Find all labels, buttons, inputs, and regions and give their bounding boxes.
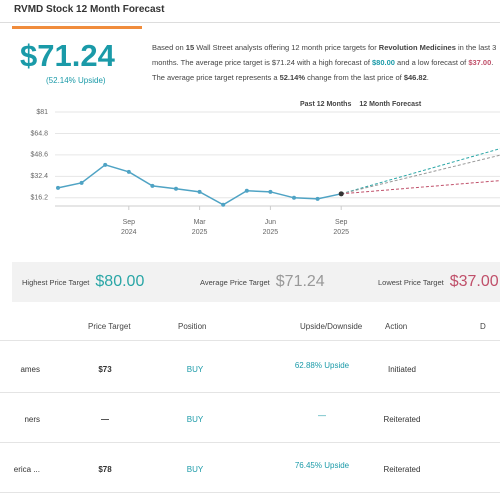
target-box: Highest Price Target $80.00 (22, 262, 144, 302)
table-cell: Reiterated (383, 415, 421, 424)
price-point (315, 196, 320, 201)
price-point (221, 202, 226, 207)
y-tick-label: $16.2 (30, 195, 48, 202)
legend: Past 12 Months 12 Month Forecast (300, 101, 422, 108)
target-label: Highest Price Target (22, 277, 90, 287)
target-value: $37.00 (449, 273, 499, 290)
text-run: Based on (152, 43, 186, 52)
price-point (150, 183, 155, 188)
y-tick-label: $32.4 (30, 173, 48, 180)
text-run: 52.14% (279, 73, 306, 82)
table-cell: ames (20, 365, 40, 374)
target-bar: Highest Price Target $80.00 Average Price … (12, 262, 500, 302)
upside: (52.14% Upside) (46, 76, 106, 85)
y-tick-label: $81 (36, 109, 48, 116)
x-tick-label: Sep 2025 (333, 219, 349, 236)
text-run: Wall Street analysts offering 12 month p… (194, 43, 379, 52)
target-value: $71.24 (275, 273, 325, 290)
price-point (126, 169, 131, 174)
text-run: . The average price target represents a (152, 58, 494, 82)
text-run: $37.00 (468, 58, 492, 67)
price-point (174, 186, 178, 191)
row-line (0, 492, 500, 493)
text-run: change from the last price of (305, 73, 404, 82)
table-cell: BUY (186, 415, 204, 424)
price-point (268, 189, 273, 194)
table-cell: 76.45% Upside (294, 461, 350, 470)
text-run: and a low forecast of (394, 58, 469, 67)
price-point (103, 162, 108, 167)
target-value: $80.00 (95, 273, 145, 290)
y-tick-label: $64.8 (30, 130, 48, 137)
table-cell: BUY (186, 465, 204, 474)
table-header: D (480, 322, 486, 331)
text-run: 15 (185, 43, 195, 52)
table-cell: — (318, 411, 326, 420)
table-cell: BUY (186, 365, 204, 374)
price-line (57, 163, 342, 206)
price: $71.24 (20, 38, 115, 73)
table-cell: erica ... (13, 465, 40, 474)
forecast-line (341, 180, 500, 195)
divider (0, 22, 500, 23)
legend-entry: Past 12 Months (300, 101, 351, 108)
table-header: Upside/Downside (300, 322, 363, 331)
table-cell: $73 (98, 365, 112, 374)
table-cell: 62.88% Upside (294, 361, 350, 370)
target-box: Lowest Price Target $37.00 (378, 262, 499, 302)
text-run: $46.82 (403, 73, 427, 82)
forecast-line (341, 154, 500, 195)
y-tick-label: $48.6 (30, 152, 48, 159)
forecast-line (341, 148, 500, 195)
row-line (0, 340, 500, 341)
chart: $81 $64.8 $48.6 $32.4 $16.2 Sep 2024 Mar 2025 Jun… (30, 101, 500, 236)
table-header: Position (178, 322, 207, 331)
accent (12, 26, 142, 29)
price-point (197, 189, 202, 194)
x-tick-label: Mar 2025 (192, 219, 208, 236)
text-run: Revolution Medicines (378, 43, 456, 52)
summary-text: Based on 15 Wall Street analysts offerin… (152, 40, 497, 85)
table-header: Action (385, 322, 408, 331)
table-cell: $78 (98, 465, 112, 474)
text-run: . (426, 73, 429, 82)
price-point (56, 185, 60, 190)
price-point (292, 195, 296, 200)
row-line (0, 392, 500, 393)
text-run: $80.00 (372, 58, 395, 67)
table-cell: Initiated (387, 365, 417, 374)
table-cell: Reiterated (383, 465, 421, 474)
table-cell: — (101, 415, 109, 424)
table-header: Price Target (88, 322, 131, 331)
legend-entry: 12 Month Forecast (359, 101, 422, 108)
row-line (0, 442, 500, 443)
x-tick-label: Jun 2025 (263, 219, 279, 236)
text-run: in the last 3 months. The average price … (152, 43, 497, 67)
price-point (244, 188, 249, 193)
target-label: Average Price Target (200, 277, 270, 287)
x-tick-label: Sep 2024 (121, 219, 137, 236)
target-box: Average Price Target $71.24 (200, 262, 325, 302)
table-cell: ners (24, 415, 40, 424)
price-point (79, 180, 84, 185)
last-point (338, 191, 344, 197)
title: RVMD Stock 12 Month Forecast (14, 4, 165, 15)
target-label: Lowest Price Target (378, 277, 444, 287)
